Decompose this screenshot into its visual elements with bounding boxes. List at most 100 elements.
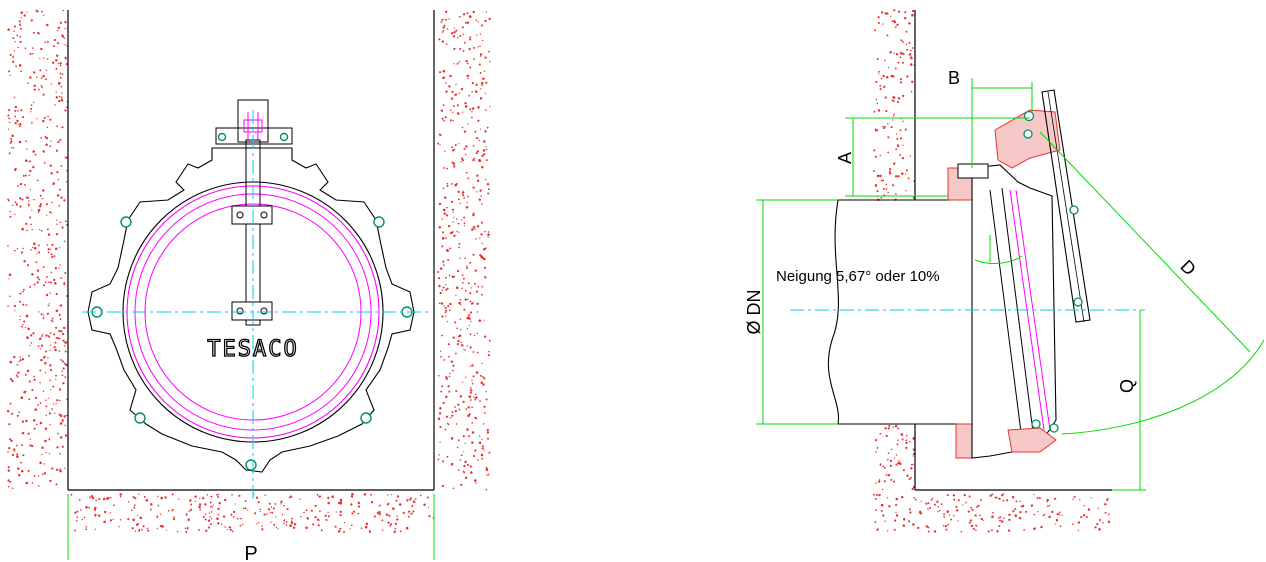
soil-dot bbox=[29, 76, 32, 79]
soil-dot bbox=[475, 371, 479, 374]
soil-dot bbox=[265, 513, 268, 515]
soil-dot bbox=[925, 502, 928, 505]
soil-dot bbox=[61, 421, 64, 423]
soil-dot bbox=[24, 47, 27, 49]
soil-dot bbox=[85, 528, 88, 531]
soil-dot bbox=[20, 109, 23, 112]
soil-dot bbox=[439, 71, 442, 74]
soil-dot bbox=[440, 355, 442, 358]
soil-dot bbox=[25, 304, 28, 306]
soil-dot bbox=[882, 179, 885, 182]
soil-dot bbox=[481, 203, 483, 205]
soil-dot bbox=[43, 314, 45, 316]
soil-dot bbox=[885, 474, 888, 476]
soil-dot bbox=[463, 147, 466, 151]
soil-dot bbox=[979, 514, 981, 517]
bolt bbox=[217, 132, 227, 142]
soil-dot bbox=[18, 360, 20, 363]
soil-dot bbox=[456, 446, 459, 449]
soil-dot bbox=[53, 38, 56, 42]
soil-dot bbox=[184, 527, 187, 529]
soil-dot bbox=[487, 473, 490, 476]
soil-dot bbox=[472, 351, 475, 353]
soil-dot bbox=[444, 311, 447, 314]
soil-dot bbox=[23, 288, 25, 291]
soil-dot bbox=[103, 510, 107, 514]
soil-dot bbox=[927, 526, 930, 529]
soil-dot bbox=[55, 149, 59, 152]
soil-dot bbox=[46, 312, 50, 315]
soil-dot bbox=[16, 34, 19, 37]
soil-dot bbox=[30, 223, 32, 226]
soil-dot bbox=[18, 411, 20, 414]
soil-dot bbox=[303, 511, 305, 514]
soil-dot bbox=[481, 362, 483, 364]
soil-dot bbox=[194, 495, 197, 498]
soil-dot bbox=[232, 516, 235, 518]
soil-dot bbox=[25, 419, 28, 423]
soil-dot bbox=[446, 185, 449, 187]
soil-dot bbox=[455, 389, 458, 393]
soil-dot bbox=[27, 204, 30, 207]
soil-dot bbox=[914, 498, 917, 501]
soil-dot bbox=[255, 496, 259, 499]
soil-dot bbox=[450, 200, 454, 203]
soil-dot bbox=[185, 530, 188, 533]
soil-dot bbox=[486, 431, 490, 434]
soil-dot bbox=[457, 439, 460, 442]
soil-dot bbox=[439, 144, 441, 146]
soil-dot bbox=[484, 247, 487, 250]
soil-dot bbox=[968, 495, 971, 498]
soil-dot bbox=[29, 344, 31, 347]
soil-dot bbox=[446, 321, 448, 323]
soil-dot bbox=[33, 378, 36, 381]
soil-dot bbox=[470, 320, 472, 323]
soil-dot bbox=[454, 148, 456, 150]
soil-dot bbox=[475, 152, 478, 155]
soil-dot bbox=[444, 18, 447, 21]
soil-dot bbox=[474, 130, 477, 133]
soil-dot bbox=[74, 529, 76, 532]
soil-dot bbox=[445, 90, 448, 93]
soil-dot bbox=[14, 109, 17, 112]
dimension-dn-label: Ø DN bbox=[744, 290, 764, 335]
soil-dot bbox=[449, 119, 452, 122]
soil-dot bbox=[204, 513, 207, 516]
soil-dot bbox=[905, 169, 908, 172]
dimension-p-label: P bbox=[244, 543, 257, 562]
soil-dot bbox=[177, 498, 180, 500]
soil-dot bbox=[49, 292, 51, 294]
soil-dot bbox=[63, 283, 66, 286]
soil-dot bbox=[444, 116, 447, 119]
soil-dot bbox=[890, 478, 893, 481]
soil-dot bbox=[451, 161, 454, 164]
soil-dot bbox=[451, 146, 453, 149]
soil-dot bbox=[46, 41, 49, 44]
soil-dot bbox=[905, 439, 908, 442]
soil-dot bbox=[32, 101, 35, 104]
soil-dot bbox=[469, 365, 471, 368]
soil-dot bbox=[33, 242, 36, 246]
soil-dot bbox=[884, 59, 886, 62]
soil-dot bbox=[454, 406, 456, 408]
soil-dot bbox=[897, 439, 899, 441]
soil-dot bbox=[879, 174, 882, 178]
soil-dot bbox=[59, 72, 62, 75]
soil-dot bbox=[55, 374, 57, 377]
soil-dot bbox=[45, 414, 47, 417]
soil-dot bbox=[483, 449, 486, 451]
soil-dot bbox=[317, 524, 320, 527]
soil-dot bbox=[1046, 501, 1049, 503]
soil-dot bbox=[912, 47, 914, 49]
soil-dot bbox=[957, 499, 960, 502]
soil-dot bbox=[18, 23, 21, 26]
soil-dot bbox=[59, 422, 63, 425]
soil-dot bbox=[43, 57, 45, 59]
soil-dot bbox=[441, 245, 444, 248]
soil-dot bbox=[442, 187, 445, 190]
soil-dot bbox=[478, 435, 481, 437]
soil-dot bbox=[378, 513, 381, 516]
soil-dot bbox=[119, 495, 122, 498]
soil-dot bbox=[49, 379, 52, 382]
slope-note: Neigung 5,67° oder 10% bbox=[776, 268, 940, 285]
